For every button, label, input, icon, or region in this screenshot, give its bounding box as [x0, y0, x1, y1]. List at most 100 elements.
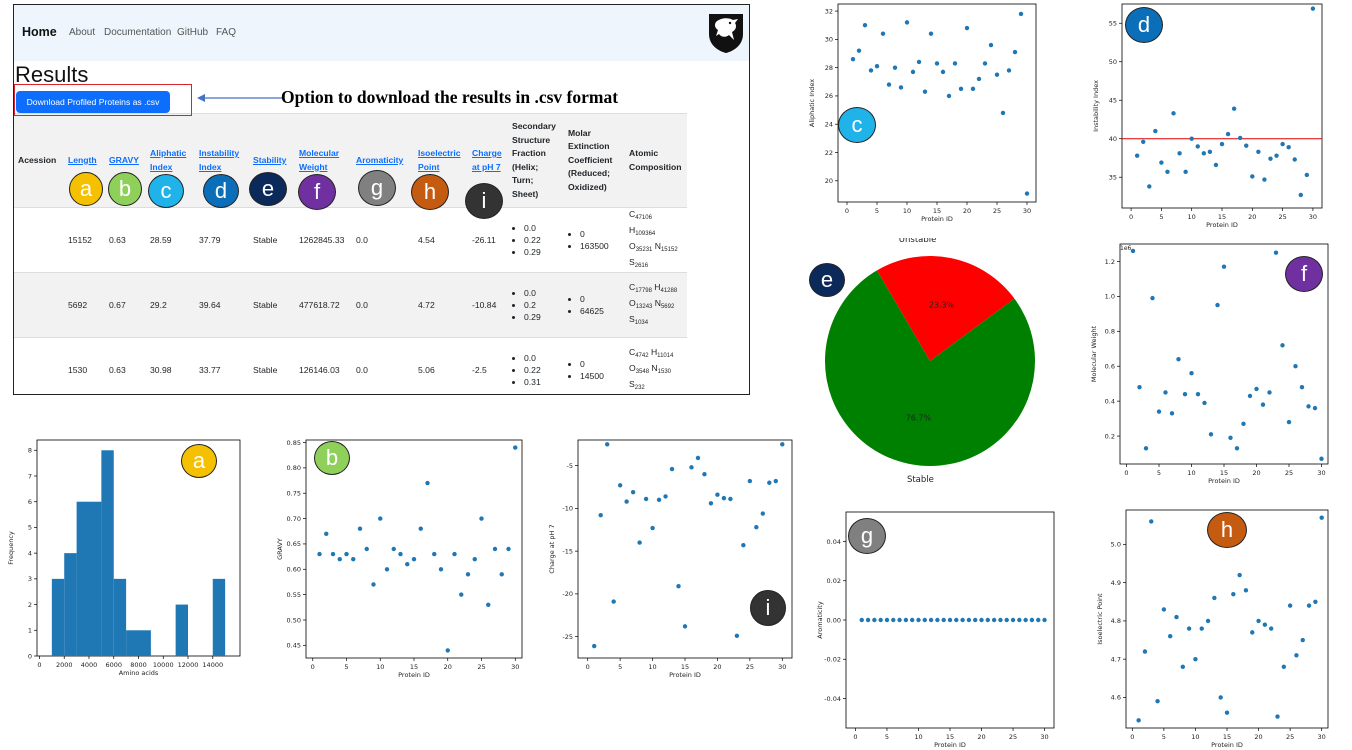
- data-point: [513, 445, 518, 450]
- data-point: [1306, 603, 1312, 608]
- col-length-link[interactable]: Length: [68, 154, 97, 165]
- eagle-shield-logo: [709, 14, 743, 53]
- col-gravy-link[interactable]: GRAVY: [109, 154, 139, 165]
- y-tick-label: 0.4: [1105, 397, 1115, 405]
- col-isoelectric-link[interactable]: Isoelectric Point: [418, 148, 461, 172]
- x-tick-label: 5: [1162, 733, 1166, 741]
- data-point: [689, 465, 694, 470]
- data-point: [973, 617, 978, 623]
- x-tick-label: 15: [1218, 213, 1226, 221]
- data-point: [506, 546, 511, 552]
- data-point: [624, 499, 629, 504]
- chart-badge-i: i: [750, 590, 786, 626]
- col-atomic-composition: Atomic Composition: [625, 113, 687, 208]
- aromaticity-scatter: 0 5 10 15 20 25 30 -0.04 -0.02 0.00 0.02 0.04 Protei…: [816, 511, 1055, 748]
- download-csv-button[interactable]: Download Profiled Proteins as .csv: [16, 91, 170, 113]
- y-tick-label: 0.85: [287, 439, 301, 447]
- chart-badge-d: d: [1125, 7, 1163, 43]
- data-point: [1161, 607, 1167, 612]
- y-tick-label: 50: [1109, 58, 1117, 66]
- charge-scatter: 0 5 10 15 20 25 30 -5 -10 -15 -20 -25 Protein ID Char…: [548, 439, 793, 679]
- data-point: [604, 442, 610, 447]
- badge-e: e: [249, 172, 287, 206]
- data-point: [364, 546, 369, 552]
- data-point: [418, 526, 423, 531]
- data-point: [998, 617, 1003, 623]
- pie-label: Unstable: [899, 238, 937, 245]
- pie-slice-stable: [825, 270, 1035, 466]
- data-point: [1287, 603, 1293, 608]
- data-point: [734, 633, 740, 638]
- col-instability-link[interactable]: Instability Index: [199, 148, 240, 172]
- x-tick-label: 0: [37, 661, 41, 669]
- data-point: [1280, 141, 1285, 147]
- cell-isoelectric: 4.72: [414, 272, 468, 338]
- nav-about-link[interactable]: About: [69, 27, 96, 38]
- x-tick-label: 30: [511, 663, 519, 671]
- data-point: [1182, 391, 1188, 397]
- data-point: [324, 531, 329, 536]
- pie-label: Stable: [907, 475, 934, 484]
- data-point: [479, 516, 484, 521]
- data-point: [708, 501, 714, 506]
- col-aromaticity-link[interactable]: Aromaticity: [356, 154, 404, 165]
- y-tick-label: -10: [562, 505, 573, 513]
- col-molecular-weight-link[interactable]: Molecular Weight: [299, 148, 340, 172]
- nav-faq-link[interactable]: FAQ: [216, 27, 237, 38]
- data-point: [1306, 404, 1311, 409]
- data-point: [952, 61, 958, 66]
- data-point: [880, 31, 886, 36]
- nav-documentation-link[interactable]: Documentation: [104, 27, 172, 38]
- data-point: [865, 617, 871, 623]
- data-point: [1281, 664, 1287, 670]
- data-point: [898, 85, 904, 90]
- data-point: [682, 624, 688, 629]
- x-tick-label: 20: [713, 663, 721, 671]
- col-charge-link[interactable]: Charge at pH 7: [472, 148, 502, 172]
- x-tick-label: 14000: [202, 661, 223, 669]
- data-point: [598, 513, 603, 518]
- cell-instability: 33.77: [195, 337, 249, 394]
- cell-isoelectric: 4.54: [414, 207, 468, 273]
- data-point: [1165, 169, 1170, 175]
- data-point: [317, 551, 322, 557]
- cell-stability: Stable: [249, 272, 295, 338]
- data-point: [747, 478, 753, 484]
- data-point: [1256, 149, 1261, 155]
- data-point: [1241, 421, 1246, 427]
- data-point: [472, 556, 477, 562]
- data-point: [1298, 192, 1303, 198]
- cell-instability: 39.64: [195, 272, 249, 338]
- data-point: [391, 546, 396, 552]
- x-tick-label: 5: [1159, 213, 1163, 221]
- col-aliphatic-link[interactable]: Aliphatic Index: [150, 148, 187, 172]
- data-point: [1134, 153, 1140, 158]
- x-tick-label: 30: [1023, 207, 1031, 215]
- data-point: [1136, 718, 1141, 723]
- y-tick-label: 1.2: [1105, 258, 1115, 266]
- y-tick-label: 30: [825, 36, 833, 44]
- col-stability-link[interactable]: Stability: [253, 154, 287, 165]
- plot-frame: [305, 439, 523, 659]
- data-point: [1267, 390, 1272, 395]
- chart-badge-a: a: [181, 444, 217, 478]
- data-point: [1000, 110, 1006, 116]
- data-point: [884, 617, 890, 623]
- x-tick-label: 15: [946, 733, 954, 741]
- nav-github-link[interactable]: GitHub: [177, 27, 209, 38]
- cell-length: 5692: [64, 272, 105, 338]
- data-point: [1042, 617, 1047, 623]
- x-tick-label: 20: [963, 207, 971, 215]
- data-point: [1183, 169, 1188, 175]
- nav-home-link[interactable]: Home: [22, 25, 57, 39]
- y-axis-label: Isoelectric Point: [1096, 593, 1104, 645]
- data-point: [695, 455, 701, 461]
- badge-i: i: [465, 183, 503, 219]
- x-tick-label: 10: [914, 733, 922, 741]
- x-tick-label: 30: [1318, 733, 1326, 741]
- data-point: [1247, 393, 1253, 399]
- data-point: [1273, 250, 1279, 255]
- data-point: [1260, 402, 1266, 407]
- y-tick-label: 0.8: [1105, 328, 1115, 336]
- col-molar-extinction: Molar Extinction Coefficient (Reduced; O…: [564, 113, 625, 208]
